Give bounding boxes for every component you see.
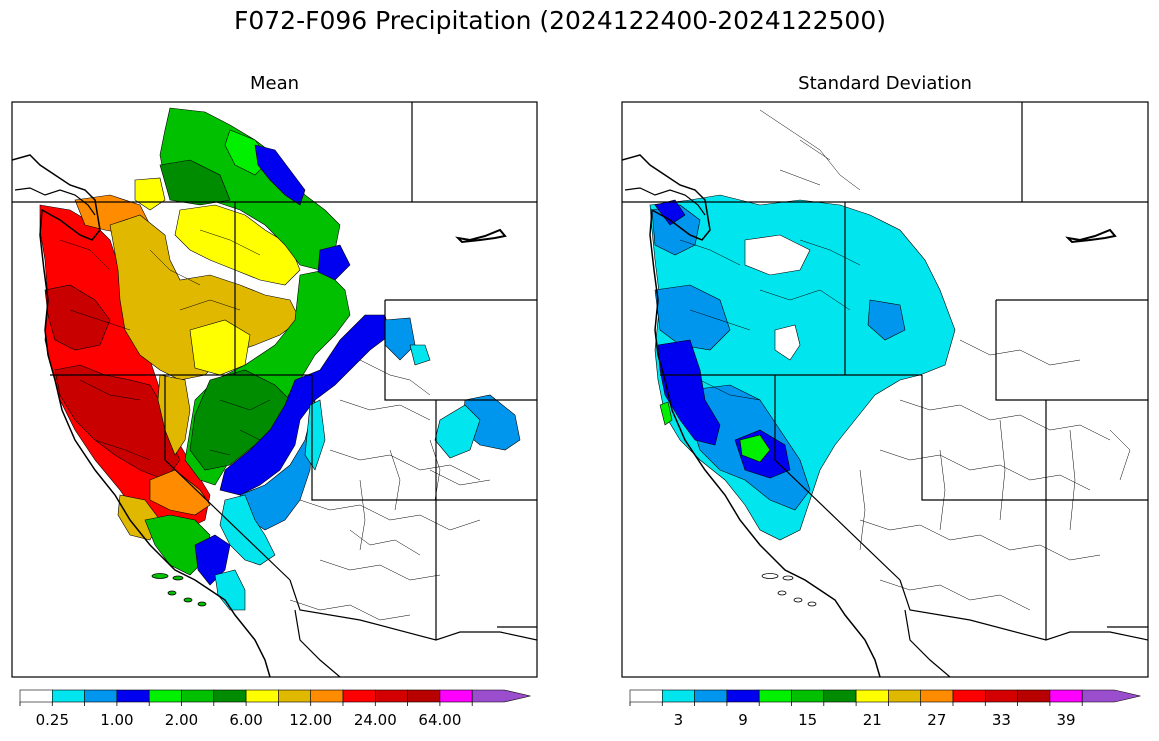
colorbar-segment: [84, 689, 118, 703]
region-mean-cyan-ne: [219, 494, 276, 566]
lake-superior-sd: [1065, 228, 1117, 244]
colorbar-segment: [726, 689, 760, 703]
colorbar-segment: [51, 689, 85, 703]
colorbar-segment: [278, 689, 311, 703]
panel-title-stddev: Standard Deviation: [798, 73, 972, 94]
colorbar-segment: [245, 689, 279, 703]
region-sd-white-hole2: [774, 324, 801, 361]
gulf-california-sd: [904, 609, 951, 677]
mean-map: [12, 102, 537, 677]
colorbar-tick-label: 2.00: [164, 711, 199, 729]
region-mean-blue-socal: [194, 534, 231, 586]
colorbar-segment: [694, 689, 728, 703]
colorbar-tick-label: 1.00: [100, 711, 134, 729]
region-sd-lightblue-or: [654, 284, 731, 351]
region-sd-green: [739, 434, 771, 463]
region-mean-cyan-co: [434, 404, 481, 459]
colorbar-segment: [116, 689, 150, 703]
colorbar-segment: [1049, 689, 1083, 703]
colorbar-tick-label: 0.25: [35, 711, 69, 729]
region-mean-cyan-co2: [409, 344, 431, 366]
basin-boundaries-mean: [59, 229, 491, 621]
state-borders-mean: [12, 102, 537, 641]
colorbar-segment: [407, 689, 441, 703]
lake-superior-mean: [455, 228, 507, 244]
figure-title: F072-F096 Precipitation (2024122400-2024…: [233, 6, 886, 35]
region-mean-gold-north: [109, 214, 301, 381]
region-mean-nw-darkred: [44, 284, 111, 351]
colorbar-tick-label: 15: [798, 711, 818, 729]
region-mean-yellow-north: [174, 204, 301, 286]
stddev-map: [622, 102, 1148, 677]
colorbar-tick-label: 27: [927, 711, 947, 729]
colorbar-segment: [19, 689, 53, 703]
gulf-california-mean: [294, 609, 341, 677]
region-mean-blue-north: [254, 144, 306, 206]
colorbar-segment: [952, 689, 986, 703]
channel-islands-sd: [761, 573, 817, 607]
region-sd-white-hole: [744, 234, 811, 276]
region-mean-blue-east: [219, 314, 391, 496]
colorbar-segment: [920, 689, 954, 703]
colorbar-segment: [791, 689, 825, 703]
colorbar-segment: [758, 689, 792, 703]
map-frame-mean: [11, 101, 538, 678]
region-mean-lightblue-co: [384, 317, 416, 361]
colorbar-tick-label: 12.00: [289, 711, 333, 729]
map-frame-stddev: [621, 101, 1149, 678]
panel-title-mean: Mean: [249, 73, 300, 94]
coastline-sd: [622, 154, 881, 677]
colorbar-segment: [629, 689, 663, 703]
region-sd-green-coast: [659, 401, 673, 426]
colorbar-segment: [661, 689, 695, 703]
colorbar-segment: [310, 689, 344, 703]
puget-sound-sd: [624, 187, 706, 216]
colorbar-segment: [471, 689, 531, 703]
colorbar-tick-label: 64.00: [418, 711, 462, 729]
state-borders-sd: [622, 102, 1148, 641]
colorbar-tick-label: 9: [738, 711, 748, 729]
region-mean-cyan-ut: [304, 399, 326, 471]
region-sd-blue-coast: [657, 339, 721, 446]
colorbar-segment: [1081, 689, 1141, 703]
colorbar-tick-label: 3: [673, 711, 684, 729]
coastline-mean: [12, 154, 271, 677]
colorbar-tick-label: 39: [1056, 711, 1076, 729]
colorbar-segment: [1017, 689, 1051, 703]
colorbar-stddev: [629, 689, 1141, 706]
region-sd-lightblue-wy: [867, 299, 906, 341]
basin-boundaries-sd: [679, 109, 1131, 611]
colorbar-segment: [213, 689, 247, 703]
colorbar-segment: [823, 689, 857, 703]
region-mean-gold-valley: [157, 374, 191, 456]
region-mean-darkgreen-canada: [159, 159, 231, 206]
colorbar-mean: [19, 689, 531, 706]
colorbar-segment: [984, 689, 1018, 703]
colorbar-segment: [374, 689, 408, 703]
colorbar-segment: [148, 689, 182, 703]
colorbar-segment: [439, 689, 473, 703]
colorbar-tick-label: 21: [862, 711, 882, 729]
region-mean-cyan-south: [214, 569, 246, 611]
colorbar-segment: [342, 689, 376, 703]
region-mean-coast-darkred: [54, 364, 181, 481]
channel-islands-mean: [151, 573, 207, 607]
colorbar-segment: [888, 689, 922, 703]
region-mean-blue-wy: [317, 244, 351, 281]
colorbar-segment: [181, 689, 215, 703]
puget-sound-mean: [14, 187, 96, 216]
colorbar-tick-label: 6.00: [229, 711, 263, 729]
colorbar-tick-label: 33: [991, 711, 1011, 729]
colorbar-segment: [855, 689, 889, 703]
colorbar-tick-label: 24.00: [353, 711, 397, 729]
